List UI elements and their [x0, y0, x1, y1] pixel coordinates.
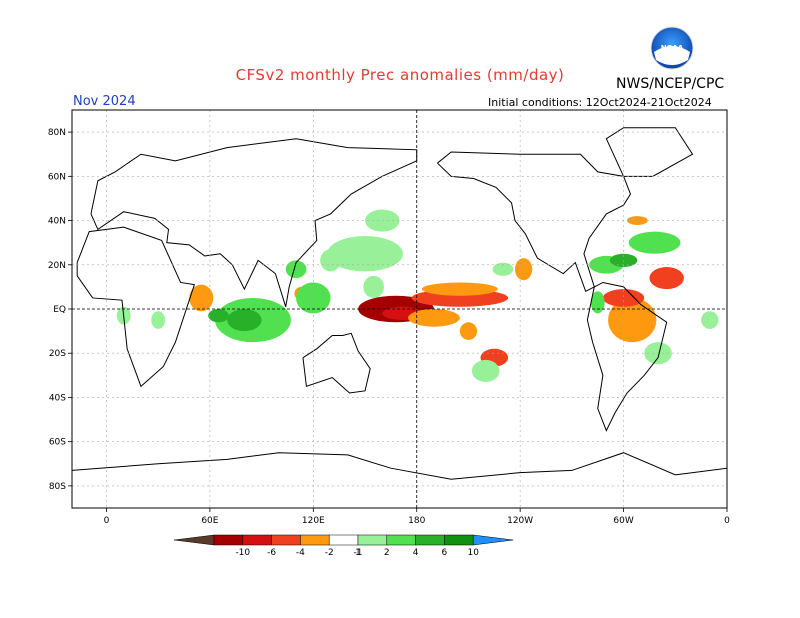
colorbar-label: -10 [235, 548, 250, 558]
colorbar-box [415, 534, 445, 546]
anomaly-region [649, 266, 684, 290]
y-tick-label: 80S [49, 482, 66, 492]
colorbar-box [328, 534, 359, 546]
anomaly-region [208, 309, 229, 323]
colorbar-arrow-right [472, 534, 514, 546]
colorbar-box [271, 534, 301, 546]
y-tick-label: 60N [48, 172, 66, 182]
coastline [605, 127, 694, 177]
colorbar-label: 6 [442, 548, 448, 558]
anomaly-region [227, 309, 262, 332]
anomaly-region [492, 262, 514, 276]
initial-conditions: Initial conditions: 12Oct2024-21Oct2024 [488, 96, 712, 109]
colorbar-label: -2 [325, 548, 334, 558]
anomaly-region [421, 282, 498, 296]
forecast-month: Nov 2024 [73, 94, 136, 109]
x-tick-label: 180 [408, 516, 425, 526]
colorbar-label: -4 [296, 548, 305, 558]
anomaly-region [602, 289, 645, 307]
anomaly-region [327, 236, 403, 272]
anomaly-region [628, 231, 681, 254]
colorbar-arrow-left [173, 534, 215, 546]
colorbar-box [213, 534, 244, 546]
anomaly-region [459, 322, 478, 340]
chart-title: CFSv2 monthly Prec anomalies (mm/day) [235, 66, 565, 84]
anomaly-region [408, 309, 460, 327]
anomaly-region [285, 260, 307, 279]
coastline [302, 332, 371, 394]
anomaly-region [296, 282, 331, 314]
colorbar-box [242, 534, 272, 546]
y-tick-label: 80N [48, 128, 66, 138]
anomaly-region [363, 275, 384, 298]
colorbar-label: 2 [384, 548, 390, 558]
anomaly-region [189, 284, 214, 312]
anomaly-region [590, 291, 605, 314]
anomaly-region [471, 359, 500, 382]
y-tick-label: 60S [49, 438, 66, 448]
anomaly-region [151, 311, 166, 329]
colorbar-label: 1 [355, 548, 361, 558]
x-tick-label: 120W [507, 516, 533, 526]
colorbar-box [386, 534, 416, 546]
colorbar-label: 4 [413, 548, 419, 558]
x-tick-label: 60W [613, 516, 633, 526]
agency-label: NWS/NCEP/CPC [616, 76, 725, 92]
colorbar-label: 10 [467, 548, 479, 558]
coastline [90, 138, 418, 307]
colorbar-box [300, 534, 330, 546]
y-tick-label: 20N [48, 261, 66, 271]
anomaly-region [701, 311, 719, 329]
anomaly-region [514, 258, 533, 281]
colorbar-box [444, 534, 474, 546]
x-tick-label: 60E [201, 516, 218, 526]
coastline [72, 452, 727, 480]
colorbar-box [357, 534, 388, 546]
x-tick-label: 0 [104, 516, 110, 526]
colorbar-label: -1 [354, 548, 363, 558]
colorbar-label: -6 [267, 548, 276, 558]
y-tick-label: 40S [49, 393, 66, 403]
x-tick-label: 0 [724, 516, 730, 526]
x-tick-label: 120E [302, 516, 325, 526]
y-tick-label: EQ [53, 305, 66, 315]
y-tick-label: 40N [48, 217, 66, 227]
y-tick-label: 20S [49, 349, 66, 359]
coastline [586, 281, 668, 432]
coastline [76, 226, 196, 388]
